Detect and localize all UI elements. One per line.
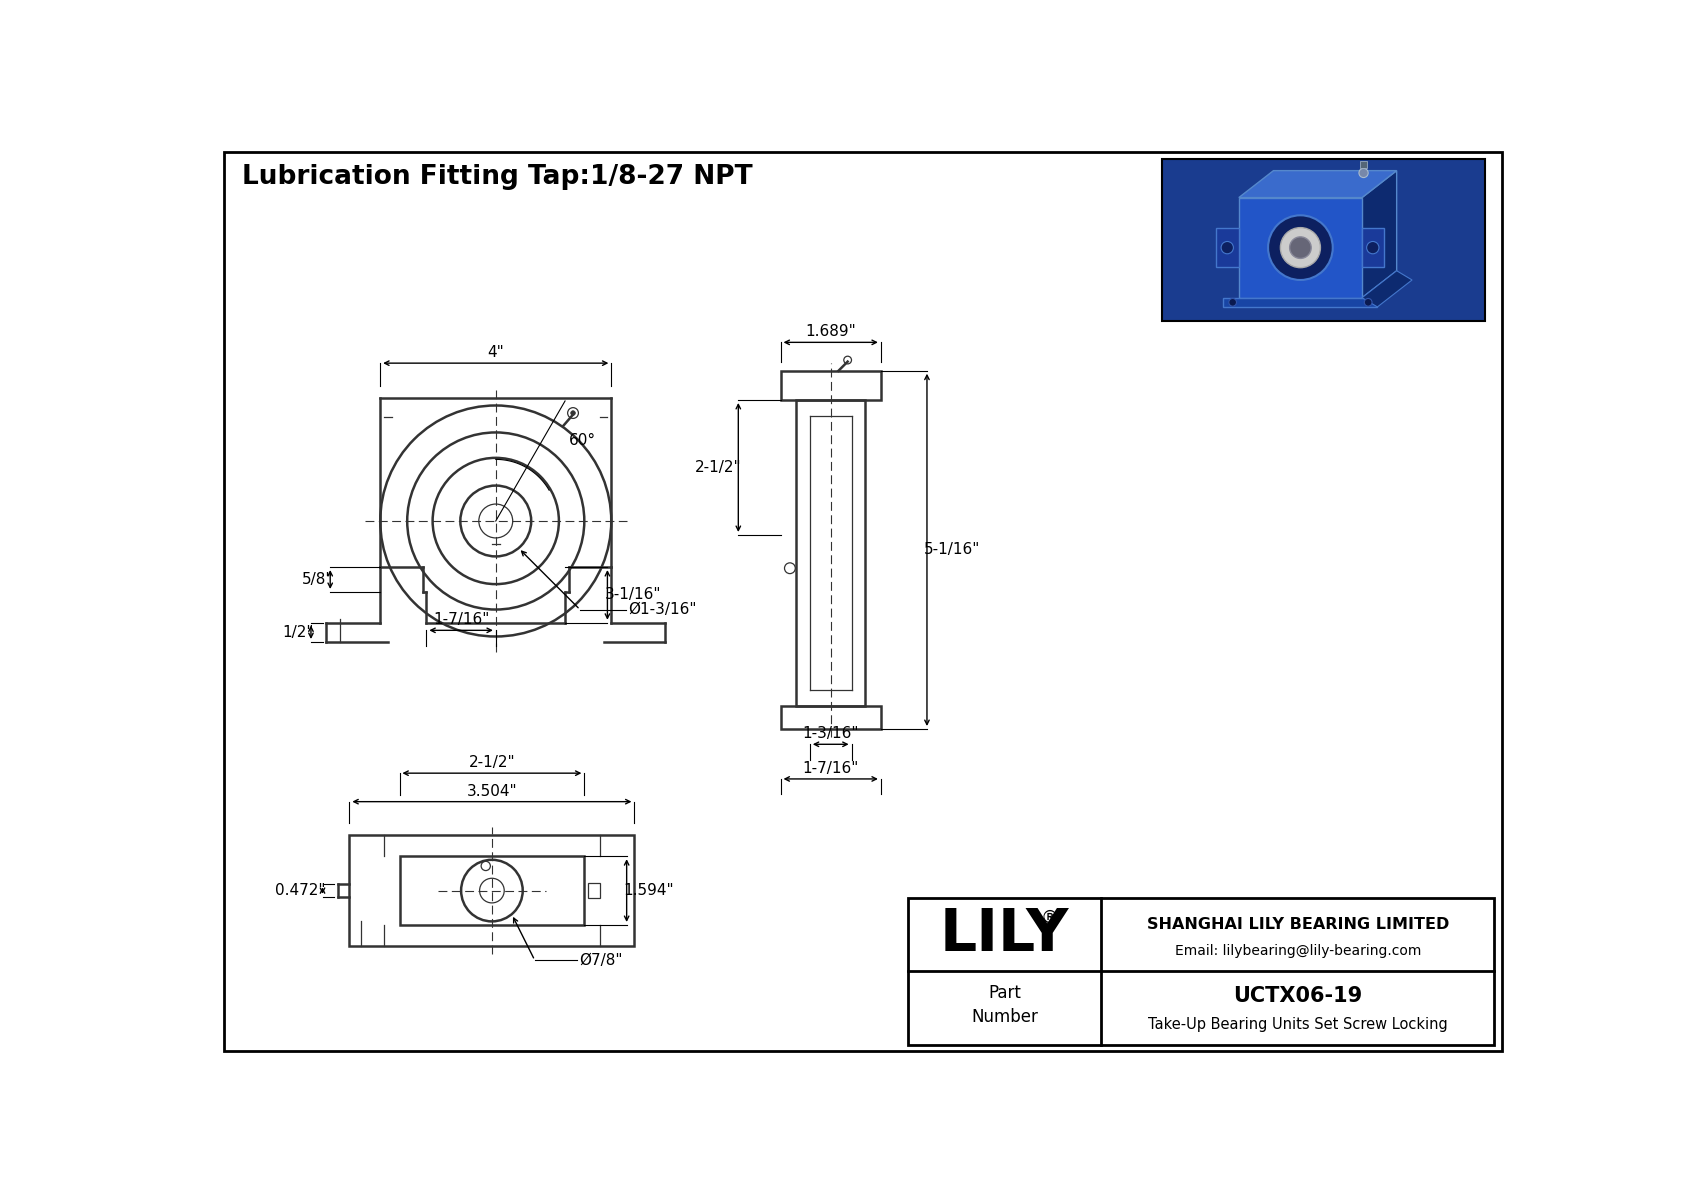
Circle shape bbox=[1221, 242, 1233, 254]
Text: SHANGHAI LILY BEARING LIMITED: SHANGHAI LILY BEARING LIMITED bbox=[1147, 917, 1448, 933]
Text: 4": 4" bbox=[487, 345, 504, 360]
Bar bbox=[399, 856, 584, 925]
Bar bbox=[781, 370, 881, 400]
Text: 2-1/2": 2-1/2" bbox=[468, 755, 515, 771]
Polygon shape bbox=[1362, 170, 1396, 298]
Circle shape bbox=[571, 411, 576, 416]
Text: UCTX06-19: UCTX06-19 bbox=[1233, 986, 1362, 1006]
Bar bbox=[781, 706, 881, 729]
Text: 60°: 60° bbox=[569, 432, 596, 448]
Circle shape bbox=[1229, 299, 1236, 306]
Text: Ø7/8": Ø7/8" bbox=[579, 953, 623, 968]
Text: 1-3/16": 1-3/16" bbox=[803, 727, 859, 741]
Text: 5-1/16": 5-1/16" bbox=[925, 542, 980, 557]
Text: 1/2": 1/2" bbox=[283, 625, 313, 640]
Text: 1.689": 1.689" bbox=[805, 324, 855, 339]
Text: ®: ® bbox=[1041, 909, 1058, 927]
Polygon shape bbox=[1362, 229, 1384, 267]
Text: Take-Up Bearing Units Set Screw Locking: Take-Up Bearing Units Set Screw Locking bbox=[1148, 1017, 1448, 1031]
Text: 1.594": 1.594" bbox=[623, 883, 674, 898]
Polygon shape bbox=[1216, 229, 1239, 267]
Circle shape bbox=[1367, 242, 1379, 254]
Circle shape bbox=[1268, 216, 1332, 280]
Text: Email: lilybearing@lily-bearing.com: Email: lilybearing@lily-bearing.com bbox=[1174, 944, 1421, 958]
Circle shape bbox=[1280, 227, 1320, 268]
Polygon shape bbox=[1362, 270, 1413, 307]
Bar bbox=[908, 898, 1494, 1045]
Bar bbox=[1361, 161, 1367, 168]
Text: 5/8": 5/8" bbox=[301, 572, 333, 587]
Text: Lubrication Fitting Tap:1/8-27 NPT: Lubrication Fitting Tap:1/8-27 NPT bbox=[242, 164, 753, 191]
Text: Part
Number: Part Number bbox=[972, 984, 1037, 1025]
Text: 2-1/2": 2-1/2" bbox=[695, 460, 741, 475]
Polygon shape bbox=[1239, 170, 1396, 198]
Bar bbox=[797, 400, 866, 706]
Bar bbox=[588, 883, 600, 898]
Text: 0.472": 0.472" bbox=[274, 883, 325, 898]
Bar bbox=[350, 835, 635, 947]
Text: 3-1/16": 3-1/16" bbox=[605, 587, 660, 603]
Bar bbox=[1162, 160, 1485, 320]
Circle shape bbox=[1290, 237, 1312, 258]
Text: Ø1-3/16": Ø1-3/16" bbox=[628, 603, 697, 617]
Text: 1-7/16": 1-7/16" bbox=[803, 761, 859, 775]
Text: LILY: LILY bbox=[940, 906, 1069, 964]
Text: 1-7/16": 1-7/16" bbox=[433, 612, 490, 628]
Circle shape bbox=[1359, 168, 1367, 177]
Polygon shape bbox=[1239, 198, 1362, 298]
Polygon shape bbox=[1223, 298, 1378, 307]
Text: 3.504": 3.504" bbox=[466, 784, 517, 799]
Circle shape bbox=[1364, 299, 1372, 306]
